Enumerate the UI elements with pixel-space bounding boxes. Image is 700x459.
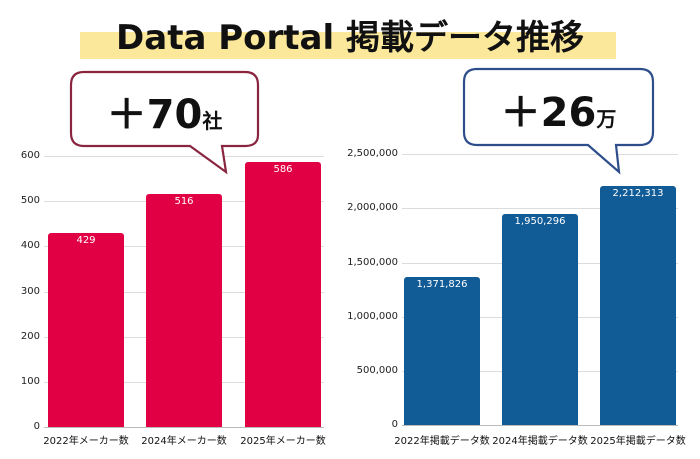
bar-2025-listings: 2,212,313 <box>600 186 676 425</box>
bar-2024-makers: 516 <box>146 194 222 427</box>
y-tick: 0 <box>391 419 398 430</box>
y-tick: 400 <box>20 240 40 251</box>
bar-value: 1,371,826 <box>416 279 468 290</box>
x-label: 2022年掲載データ数 <box>394 436 490 447</box>
y-tick: 2,000,000 <box>347 202 398 213</box>
y-tick: 2,500,000 <box>347 148 398 159</box>
bar-2022-listings: 1,371,826 <box>404 277 480 425</box>
bar-value: 429 <box>76 235 96 246</box>
gridline <box>402 208 678 209</box>
gridline <box>44 156 324 157</box>
y-tick: 600 <box>20 150 40 161</box>
x-label: 2025年掲載データ数 <box>590 436 686 447</box>
x-label: 2024年掲載データ数 <box>492 436 588 447</box>
bar-value: 1,950,296 <box>514 216 566 227</box>
bar-value: 2,212,313 <box>612 188 664 199</box>
x-axis-line <box>44 427 324 428</box>
x-label: 2022年メーカー数 <box>43 436 129 447</box>
bar-2022-makers: 429 <box>48 233 124 427</box>
page-title: Data Portal 掲載データ推移 <box>116 18 584 58</box>
x-axis-line <box>402 425 678 426</box>
y-tick: 300 <box>20 286 40 297</box>
x-label: 2024年メーカー数 <box>141 436 227 447</box>
y-tick: 500 <box>20 195 40 206</box>
y-tick: 200 <box>20 331 40 342</box>
y-tick: 1,000,000 <box>347 311 398 322</box>
y-tick: 100 <box>20 376 40 387</box>
y-tick: 500,000 <box>356 365 398 376</box>
right-callout-text: ＋26万 <box>500 90 617 136</box>
title-highlight <box>80 32 616 59</box>
bar-2025-makers: 586 <box>245 162 321 427</box>
bar-2024-listings: 1,950,296 <box>502 214 578 425</box>
bar-value: 516 <box>174 196 194 207</box>
x-label: 2025年メーカー数 <box>240 436 326 447</box>
left-callout-text: ＋70社 <box>106 92 223 138</box>
y-tick: 0 <box>33 421 40 432</box>
gridline <box>402 154 678 155</box>
bar-value: 586 <box>273 164 293 175</box>
y-tick: 1,500,000 <box>347 257 398 268</box>
title-area: Data Portal 掲載データ推移 <box>0 0 700 70</box>
